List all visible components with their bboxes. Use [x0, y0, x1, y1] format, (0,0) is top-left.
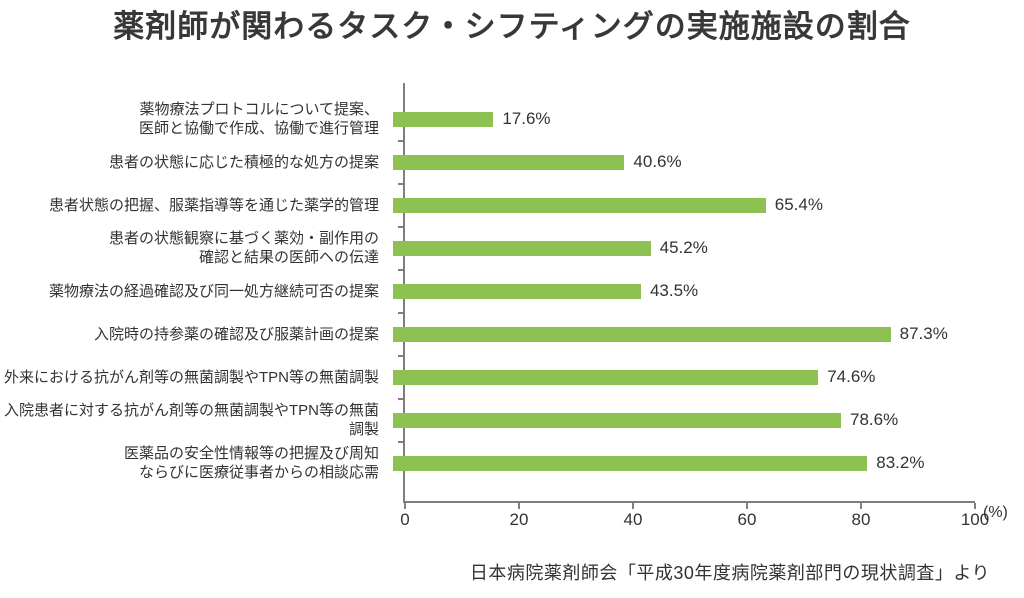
category-label: 薬物療法の経過確認及び同一処方継続可否の提案	[48, 282, 379, 300]
x-axis-tick-label: 60	[737, 509, 757, 529]
category-label: 薬物療法プロトコルについて提案、 医師と協働で作成、協働で進行管理	[138, 100, 379, 138]
bar-track: 40.6%	[393, 141, 963, 184]
chart-row: 患者状態の把握、服薬指導等を通じた薬学的管理 65.4%	[0, 182, 1024, 227]
bar-track: 87.3%	[393, 313, 963, 356]
source-citation: 日本病院薬剤師会「平成30年度病院薬剤部門の現状調査」より	[469, 562, 990, 583]
category-label: 患者状態の把握、服薬指導等を通じた薬学的管理	[48, 196, 379, 214]
bar-track: 78.6%	[393, 399, 963, 442]
value-label: 65.4%	[774, 195, 823, 215]
value-label: 87.3%	[899, 324, 948, 344]
bar-track: 17.6%	[393, 98, 963, 141]
bar-track: 45.2%	[393, 227, 963, 270]
chart-row: 医薬品の安全性情報等の把握及び周知 ならびに医療従事者からの相談応需 83.2%	[0, 440, 1024, 485]
x-axis-ticks: 0 20 40 60 80 100	[400, 502, 989, 533]
category-label: 入院時の持参薬の確認及び服薬計画の提案	[93, 325, 379, 343]
value-label: 83.2%	[876, 453, 925, 473]
value-label: 78.6%	[850, 410, 899, 430]
chart-rows: 薬物療法プロトコルについて提案、 医師と協働で作成、協働で進行管理 17.6% 患者…	[0, 82, 1024, 501]
value-label: 17.6%	[502, 109, 551, 129]
bar	[393, 369, 819, 385]
x-axis-tick	[746, 502, 748, 509]
x-axis-tick-label: 0	[400, 509, 410, 529]
x-axis-tick-label: 100	[960, 509, 990, 529]
x-axis-tick	[404, 502, 406, 509]
chart-row: 外来における抗がん剤等の無菌調製やTPN等の無菌調製 74.6%	[0, 354, 1024, 399]
bar	[393, 111, 494, 127]
value-label: 74.6%	[827, 367, 876, 387]
category-label: 入院患者に対する抗がん剤等の無菌調製やTPN等の無菌調製	[3, 401, 379, 439]
x-axis-tick	[974, 502, 976, 509]
bar	[393, 197, 766, 213]
chart-row: 患者の状態観察に基づく薬効・副作用の 確認と結果の医師への伝達 45.2%	[0, 225, 1024, 270]
category-label: 患者の状態に応じた積極的な処方の提案	[108, 153, 379, 171]
chart-row: 入院時の持参薬の確認及び服薬計画の提案 87.3%	[0, 311, 1024, 356]
x-axis-tick-label: 40	[623, 509, 643, 529]
bar	[393, 455, 868, 471]
bar-track: 74.6%	[393, 356, 963, 399]
bar	[393, 412, 842, 428]
bar	[393, 326, 891, 342]
x-axis-tick-label: 80	[851, 509, 871, 529]
x-axis: 0 20 40 60 80 100 (%)	[400, 500, 1008, 533]
bar-track: 83.2%	[393, 442, 963, 485]
category-label: 外来における抗がん剤等の無菌調製やTPN等の無菌調製	[3, 368, 379, 386]
bar-chart: 薬物療法プロトコルについて提案、 医師と協働で作成、協働で進行管理 17.6% 患者…	[0, 82, 1024, 533]
value-label: 40.6%	[633, 152, 682, 172]
x-axis-tick	[518, 502, 520, 509]
chart-row: 薬物療法の経過確認及び同一処方継続可否の提案 43.5%	[0, 268, 1024, 313]
bar	[393, 240, 651, 256]
x-axis-unit-label: (%)	[983, 503, 1008, 521]
chart-title: 薬剤師が関わるタスク・シフティングの実施施設の割合	[113, 9, 911, 44]
chart-row: 薬物療法プロトコルについて提案、 医師と協働で作成、協働で進行管理 17.6%	[0, 98, 1024, 141]
bar	[393, 283, 641, 299]
x-axis-tick-label: 20	[509, 509, 529, 529]
value-label: 45.2%	[659, 238, 708, 258]
bar	[393, 154, 625, 170]
x-axis-tick	[632, 502, 634, 509]
bar-track: 65.4%	[393, 184, 963, 227]
x-axis-tick	[860, 502, 862, 509]
value-label: 43.5%	[649, 281, 699, 301]
chart-row: 入院患者に対する抗がん剤等の無菌調製やTPN等の無菌調製 78.6%	[0, 397, 1024, 442]
category-label: 患者の状態観察に基づく薬効・副作用の 確認と結果の医師への伝達	[108, 229, 379, 267]
chart-row: 患者の状態に応じた積極的な処方の提案 40.6%	[0, 139, 1024, 184]
category-label: 医薬品の安全性情報等の把握及び周知 ならびに医療従事者からの相談応需	[123, 444, 379, 482]
bar-track: 43.5%	[393, 270, 963, 313]
